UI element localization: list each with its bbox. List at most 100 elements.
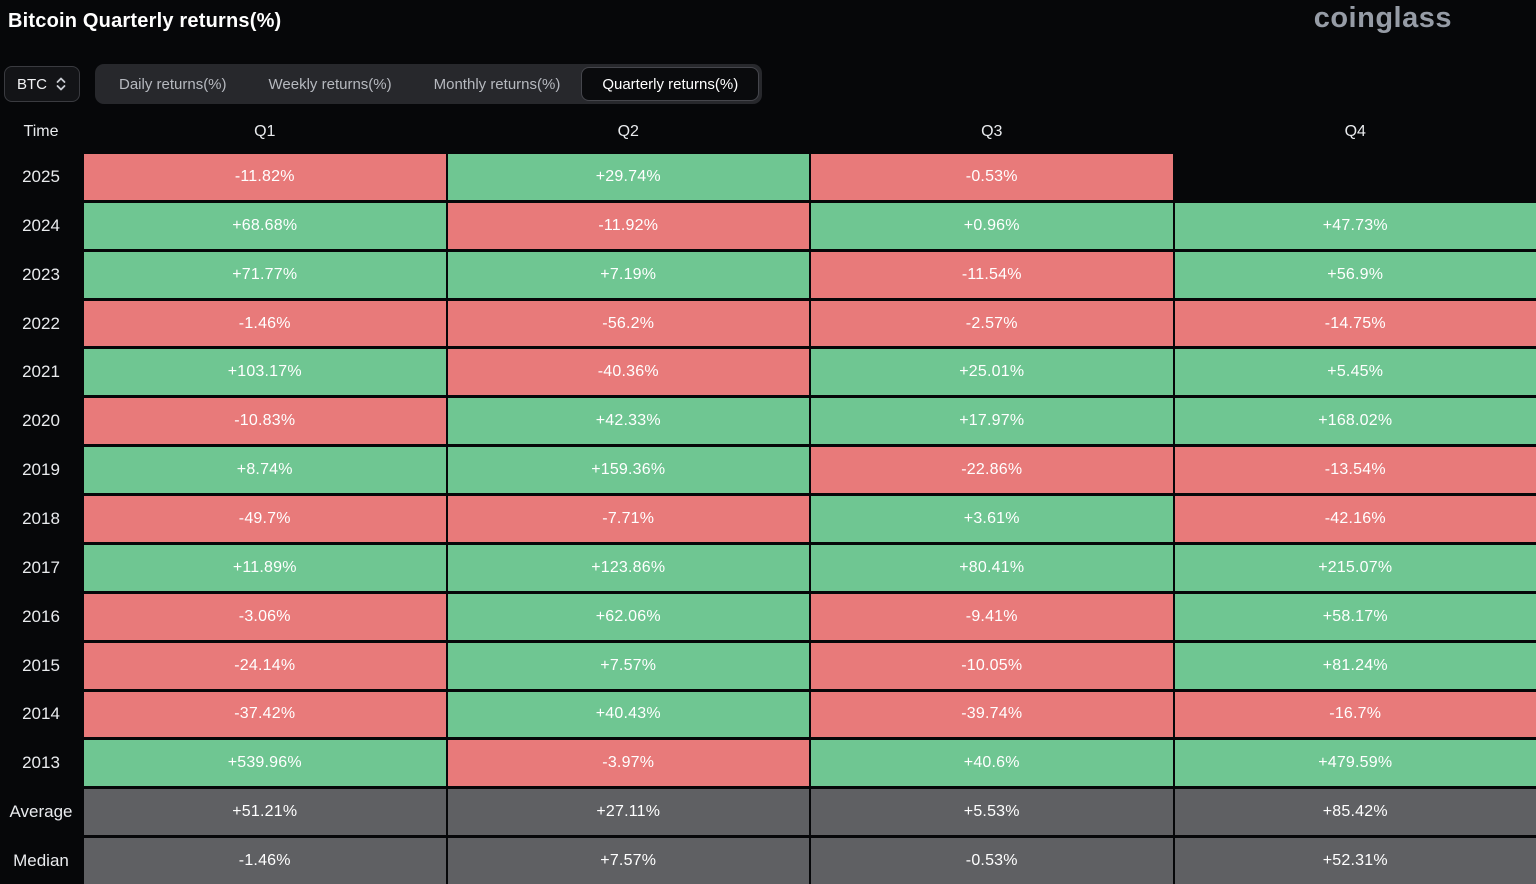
return-cell: -3.97% [447,740,809,787]
table-row: 2014 -37.42% +40.43% -39.74% -16.7% [0,691,1536,738]
return-cell: -24.14% [84,642,446,689]
return-cell: +27.11% [447,789,809,836]
return-cell: -0.53% [811,838,1173,884]
row-label: 2022 [22,313,60,333]
return-cell: +5.45% [1174,349,1536,396]
return-cell: -13.54% [1174,447,1536,494]
return-cell: +159.36% [447,447,809,494]
return-cell: +51.21% [84,789,446,836]
column-header-q2: Q2 [617,123,639,140]
return-cell: +103.17% [84,349,446,396]
return-cell: -1.46% [84,838,446,884]
table-row: 2021 +103.17% -40.36% +25.01% +5.45% [0,349,1536,396]
return-cell: -10.05% [811,642,1173,689]
return-cell: -16.7% [1174,691,1536,738]
table-row: Average +51.21% +27.11% +5.53% +85.42% [0,789,1536,836]
return-cell: +40.6% [811,740,1173,787]
page-title: Bitcoin Quarterly returns(%) [8,10,282,32]
return-cell: -11.82% [84,154,446,200]
return-cell: -9.41% [811,593,1173,640]
return-cell: +25.01% [811,349,1173,396]
chevron-up-down-icon [55,76,67,92]
table-row: 2020 -10.83% +42.33% +17.97% +168.02% [0,398,1536,445]
row-label: Average [9,802,73,822]
column-header-q1: Q1 [254,123,276,140]
return-cell: -7.71% [447,496,809,542]
tab-quarterly[interactable]: Quarterly returns(%) [581,67,760,101]
return-cell: +7.19% [447,251,809,298]
return-cell: +62.06% [447,593,809,640]
column-header-time: Time [23,123,59,140]
return-cell: +29.74% [447,154,809,200]
return-cell: +123.86% [447,544,809,591]
coinglass-logo[interactable]: coinglass [1313,2,1452,34]
row-label: 2023 [22,264,60,284]
tab-daily[interactable]: Daily returns(%) [119,75,227,93]
return-cell: +5.53% [811,789,1173,836]
row-label: 2014 [22,704,60,724]
return-cell: -56.2% [447,300,809,347]
return-cell: -11.92% [447,202,809,249]
table-row: 2025 -11.82% +29.74% -0.53% [0,154,1536,200]
return-cell: -40.36% [447,349,809,396]
return-cell [1175,154,1536,200]
return-cell: -1.46% [84,300,446,347]
row-label: 2020 [22,411,60,431]
return-cell: +58.17% [1174,593,1536,640]
table-row: 2018 -49.7% -7.71% +3.61% -42.16% [0,496,1536,542]
return-cell: -3.06% [84,593,446,640]
row-label: 2019 [22,460,60,480]
return-cell: +52.31% [1174,838,1536,884]
return-cell: -10.83% [84,398,446,445]
table-row: 2022 -1.46% -56.2% -2.57% -14.75% [0,300,1536,347]
row-label: 2024 [22,215,60,235]
tab-monthly[interactable]: Monthly returns(%) [433,75,561,93]
table-row: Median -1.46% +7.57% -0.53% +52.31% [0,838,1536,884]
table-row: 2013 +539.96% -3.97% +40.6% +479.59% [0,740,1536,787]
table-row: 2016 -3.06% +62.06% -9.41% +58.17% [0,593,1536,640]
table-row: 2024 +68.68% -11.92% +0.96% +47.73% [0,202,1536,249]
table-header-row: Time Q1 Q2 Q3 Q4 [0,110,1536,154]
return-cell: +3.61% [811,496,1173,542]
table-row: 2019 +8.74% +159.36% -22.86% -13.54% [0,447,1536,494]
return-cell: +68.68% [84,202,446,249]
return-cell: +168.02% [1174,398,1536,445]
table-row: 2023 +71.77% +7.19% -11.54% +56.9% [0,251,1536,298]
return-cell: +7.57% [447,642,809,689]
return-cell: +42.33% [447,398,809,445]
return-cell: -37.42% [84,691,446,738]
row-label: 2021 [22,362,60,382]
return-cell: +0.96% [811,202,1173,249]
symbol-select-value: BTC [17,75,47,93]
returns-period-tabbar: Daily returns(%) Weekly returns(%) Monthly… [95,64,763,104]
return-cell: -2.57% [811,300,1173,347]
return-cell: +81.24% [1174,642,1536,689]
return-cell: +17.97% [811,398,1173,445]
row-label: 2013 [22,753,60,773]
return-cell: -14.75% [1174,300,1536,347]
controls-bar: BTC Daily returns(%) Weekly returns(%) Mon… [4,64,763,104]
return-cell: -39.74% [811,691,1173,738]
return-cell: -49.7% [84,496,446,542]
return-cell: +85.42% [1174,789,1536,836]
column-header-q4: Q4 [1344,123,1366,140]
row-label: 2015 [22,655,60,675]
symbol-select[interactable]: BTC [4,66,80,102]
row-label: 2025 [22,166,60,186]
row-label: 2017 [22,557,60,577]
return-cell: +80.41% [811,544,1173,591]
tab-weekly[interactable]: Weekly returns(%) [268,75,392,93]
return-cell: -0.53% [811,154,1173,200]
row-label: 2018 [22,508,60,528]
return-cell: +7.57% [447,838,809,884]
column-header-q3: Q3 [981,123,1003,140]
return-cell: -42.16% [1174,496,1536,542]
return-cell: +47.73% [1174,202,1536,249]
return-cell: +40.43% [447,691,809,738]
returns-table-body: 2025 -11.82% +29.74% -0.53% 2024 +68.68% -11.9… [0,154,1536,884]
return-cell: -11.54% [811,251,1173,298]
return-cell: +71.77% [84,251,446,298]
table-row: 2017 +11.89% +123.86% +80.41% +215.07% [0,544,1536,591]
return-cell: +215.07% [1174,544,1536,591]
